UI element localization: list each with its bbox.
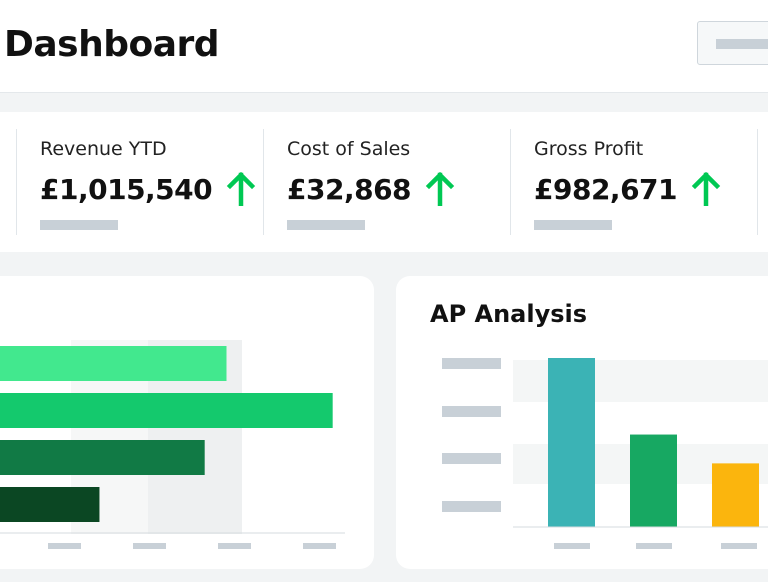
kpi-subtext-placeholder bbox=[40, 220, 118, 230]
kpi-cost-of-sales[interactable]: Cost of Sales £32,868 bbox=[287, 112, 527, 252]
kpi-subtext-placeholder bbox=[534, 220, 612, 230]
horizontal-bar-chart-card bbox=[0, 276, 374, 569]
header-action-button[interactable] bbox=[697, 21, 768, 65]
bar bbox=[0, 393, 333, 428]
header-action-placeholder bbox=[716, 39, 768, 49]
y-tick-label-placeholder bbox=[442, 358, 501, 369]
ap-analysis-chart bbox=[442, 358, 768, 549]
arrow-up-icon bbox=[691, 172, 721, 206]
horizontal-bar-chart bbox=[0, 340, 345, 549]
kpi-value: £982,671 bbox=[534, 172, 678, 206]
ap-analysis-title: AP Analysis bbox=[430, 300, 588, 328]
x-tick-label-placeholder bbox=[48, 543, 81, 549]
bar bbox=[0, 487, 100, 522]
bar bbox=[0, 346, 227, 381]
y-tick-label-placeholder bbox=[442, 406, 501, 417]
kpi-divider bbox=[263, 129, 264, 235]
bar bbox=[548, 358, 595, 527]
kpi-label: Revenue YTD bbox=[40, 138, 167, 160]
kpi-strip: Revenue YTD £1,015,540 Cost of Sales £32… bbox=[0, 112, 768, 252]
ap-analysis-card: AP Analysis bbox=[396, 276, 768, 569]
header-bar: Dashboard bbox=[0, 0, 768, 93]
kpi-value: £32,868 bbox=[287, 172, 412, 206]
kpi-label: Cost of Sales bbox=[287, 138, 411, 160]
y-tick-label-placeholder bbox=[442, 501, 501, 512]
kpi-value: £1,015,540 bbox=[40, 172, 213, 206]
page-title: Dashboard bbox=[4, 24, 220, 65]
x-tick-label-placeholder bbox=[303, 543, 336, 549]
kpi-label: Gross Profit bbox=[534, 138, 644, 160]
kpi-divider bbox=[510, 129, 511, 235]
x-tick-label-placeholder bbox=[218, 543, 251, 549]
kpi-subtext-placeholder bbox=[287, 220, 365, 230]
y-tick-label-placeholder bbox=[442, 453, 501, 464]
kpi-revenue-ytd[interactable]: Revenue YTD £1,015,540 bbox=[40, 112, 280, 252]
kpi-divider bbox=[16, 129, 17, 235]
bar bbox=[0, 440, 205, 475]
kpi-divider bbox=[757, 129, 758, 235]
x-tick-label-placeholder bbox=[554, 543, 590, 549]
x-tick-label-placeholder bbox=[636, 543, 672, 549]
x-tick-label-placeholder bbox=[721, 543, 757, 549]
arrow-up-icon bbox=[425, 172, 455, 206]
arrow-up-icon bbox=[226, 172, 256, 206]
bar bbox=[630, 434, 677, 527]
kpi-gross-profit[interactable]: Gross Profit £982,671 bbox=[534, 112, 768, 252]
bar bbox=[712, 463, 759, 527]
x-tick-label-placeholder bbox=[133, 543, 166, 549]
